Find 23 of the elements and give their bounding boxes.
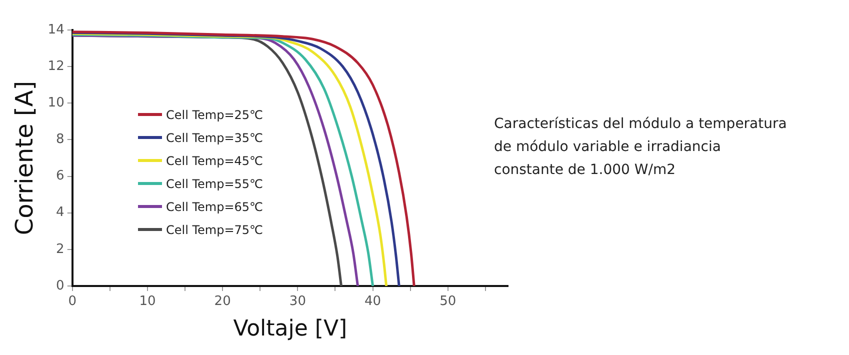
x-tick-label: 20: [214, 294, 231, 310]
legend-label: Cell Temp=45℃: [166, 154, 264, 168]
x-tick-label: 0: [68, 294, 76, 310]
y-tick-label: 0: [56, 278, 64, 294]
legend-label: Cell Temp=75℃: [166, 222, 264, 236]
x-tick-label: 10: [139, 294, 156, 310]
legend-label: Cell Temp=35℃: [166, 130, 264, 144]
legend-label: Cell Temp=65℃: [166, 200, 264, 214]
y-tick-label: 4: [56, 205, 64, 220]
y-tick-label: 2: [56, 242, 64, 257]
legend-label: Cell Temp=25℃: [166, 108, 264, 122]
y-tick-label: 10: [48, 96, 64, 111]
x-tick-label: 30: [289, 294, 306, 310]
y-tick-label: 12: [48, 58, 64, 74]
x-axis-title: Voltaje [V]: [233, 316, 348, 342]
y-tick-label: 14: [48, 22, 64, 38]
y-tick-label: 6: [56, 168, 64, 184]
annotation: Características del módulo a temperatura de módulo variable e irradiancia constante de 1.000 W/m2: [494, 115, 788, 180]
legend-label: Cell Temp=55℃: [166, 176, 264, 190]
y-tick-label: 8: [56, 132, 64, 148]
y-axis-title: Corriente [A]: [10, 80, 39, 236]
x-tick-label: 50: [440, 294, 456, 310]
x-tick-label: 40: [364, 294, 382, 310]
